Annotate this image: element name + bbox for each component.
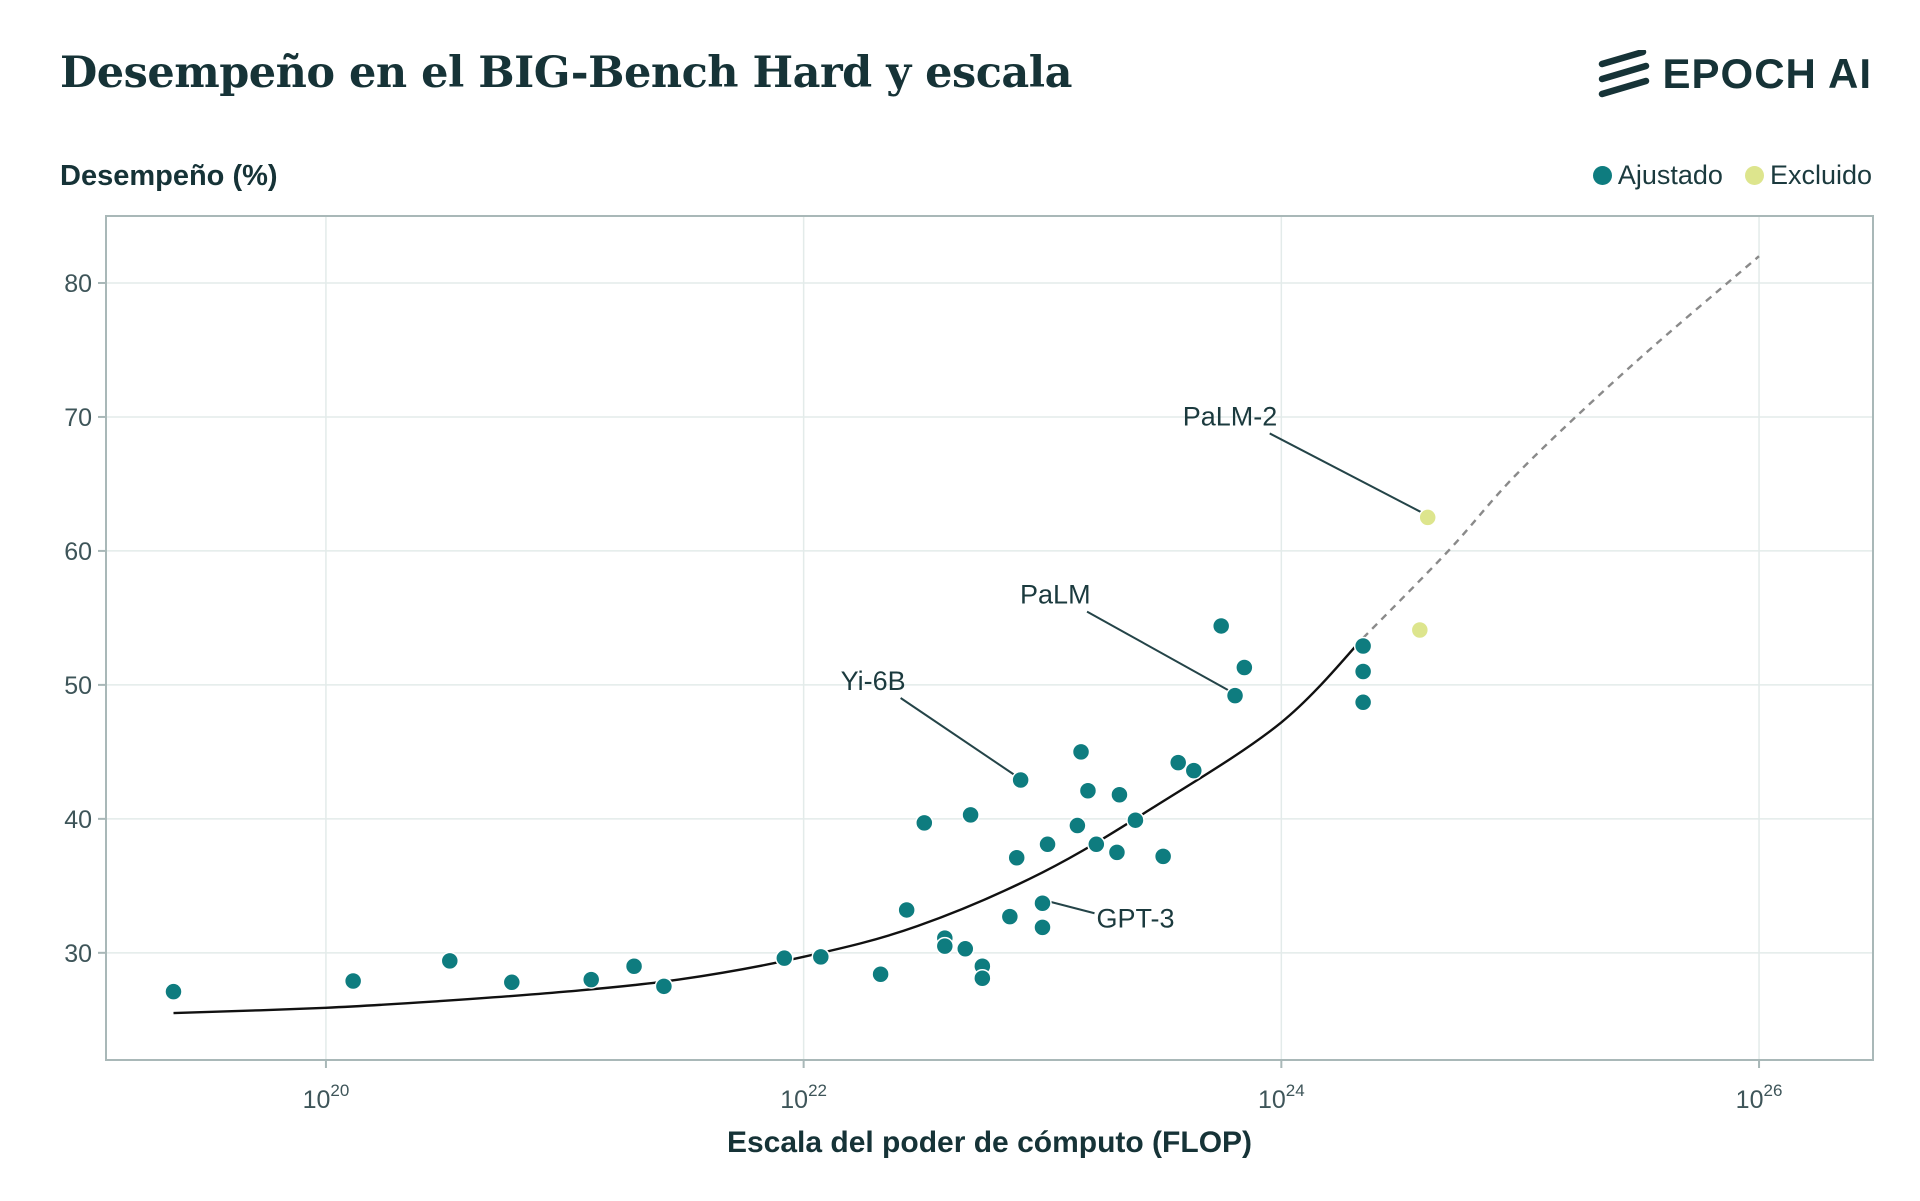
data-point-fitted (935, 936, 955, 956)
data-point-fitted (1225, 686, 1245, 705)
data-point-fitted (973, 969, 992, 988)
x-tick-exponent: 24 (1286, 1081, 1305, 1100)
data-point-fitted (624, 956, 644, 976)
data-point-fitted (1353, 636, 1373, 656)
x-tick-exponent: 26 (1763, 1081, 1782, 1100)
data-point-fitted (654, 977, 674, 996)
plot-frame (105, 215, 1874, 1061)
legend-label-fitted: Ajustado (1617, 160, 1723, 190)
fit-curve (173, 637, 1364, 1015)
y-tick-label: 80 (64, 270, 92, 298)
data-point-fitted (1038, 835, 1057, 854)
brand-logo: EPOCH AI (1597, 46, 1872, 102)
data-point-fitted (1235, 658, 1254, 677)
projection-curve (1362, 255, 1760, 639)
data-point-fitted (1033, 894, 1052, 913)
annotation-label: Yi-6B (841, 666, 906, 696)
data-point-fitted (897, 900, 916, 920)
legend: Ajustado Excluido (1592, 160, 1872, 191)
legend-label-excluded: Excluido (1769, 160, 1872, 190)
data-point-fitted (1353, 662, 1373, 681)
annotation-leader-line (900, 697, 1016, 776)
data-point-fitted (1110, 785, 1129, 804)
data-point-fitted (1068, 816, 1087, 835)
x-tick-exponent: 22 (808, 1081, 827, 1100)
data-point-fitted (915, 813, 934, 833)
annotation-leader-line (1086, 610, 1230, 692)
data-point-fitted (956, 939, 975, 959)
data-point-fitted (961, 805, 980, 825)
data-point-fitted (1107, 843, 1127, 862)
legend-swatch-fitted (1592, 166, 1612, 185)
annotation-label: PaLM-2 (1183, 401, 1278, 431)
data-point-fitted (1184, 761, 1204, 780)
data-point-fitted (1033, 918, 1052, 937)
x-tick-label: 1020 (303, 1081, 350, 1114)
data-point-fitted (343, 971, 363, 991)
data-point-fitted (502, 973, 522, 992)
x-tick-base: 10 (1258, 1086, 1286, 1114)
data-point-fitted (1353, 693, 1373, 712)
data-point-excluded (1410, 620, 1430, 640)
brand-name: EPOCH AI (1662, 50, 1872, 97)
legend-item-fitted: Ajustado (1592, 160, 1723, 191)
data-point-fitted (1087, 835, 1106, 854)
y-tick-label: 70 (64, 404, 92, 432)
annotation-leader-line (1269, 432, 1423, 514)
data-point-fitted (811, 947, 831, 967)
data-point-fitted (1000, 907, 1020, 926)
x-tick-base: 10 (303, 1086, 331, 1114)
x-axis-title: Escala del poder de cómputo (FLOP) (726, 1126, 1253, 1159)
data-point-fitted (164, 982, 183, 1001)
x-tick-label: 1026 (1736, 1081, 1783, 1114)
legend-item-excluded: Excluido (1744, 160, 1872, 191)
chart-title: Desempeño en el BIG-Bench Hard y escala (60, 48, 1072, 98)
data-point-fitted (1211, 616, 1231, 636)
x-tick-exponent: 20 (330, 1081, 349, 1100)
data-point-fitted (1153, 847, 1173, 866)
y-tick-label: 30 (64, 940, 92, 968)
x-tick-label: 1024 (1258, 1081, 1305, 1114)
data-point-fitted (1011, 770, 1030, 790)
data-point-fitted (1071, 742, 1091, 762)
x-tick-base: 10 (1736, 1086, 1764, 1114)
data-point-fitted (775, 948, 794, 968)
data-point-fitted (1078, 781, 1098, 800)
data-point-fitted (1168, 753, 1188, 772)
annotation-label: PaLM (1020, 580, 1091, 610)
data-point-fitted (581, 970, 601, 989)
x-tick-label: 1022 (780, 1081, 827, 1114)
y-axis-title: Desempeño (%) (60, 160, 278, 192)
data-point-fitted (1007, 848, 1026, 867)
annotation-label: GPT-3 (1096, 903, 1174, 933)
x-tick-base: 10 (780, 1086, 808, 1114)
data-point-excluded (1418, 508, 1437, 527)
data-point-fitted (440, 951, 460, 971)
epoch-stripes-icon (1598, 50, 1649, 98)
legend-swatch-excluded (1744, 166, 1764, 185)
y-tick-label: 60 (64, 538, 92, 566)
y-tick-label: 40 (64, 806, 92, 834)
y-tick-label: 50 (64, 672, 92, 700)
data-point-fitted (871, 965, 890, 984)
data-point-fitted (1126, 810, 1145, 830)
